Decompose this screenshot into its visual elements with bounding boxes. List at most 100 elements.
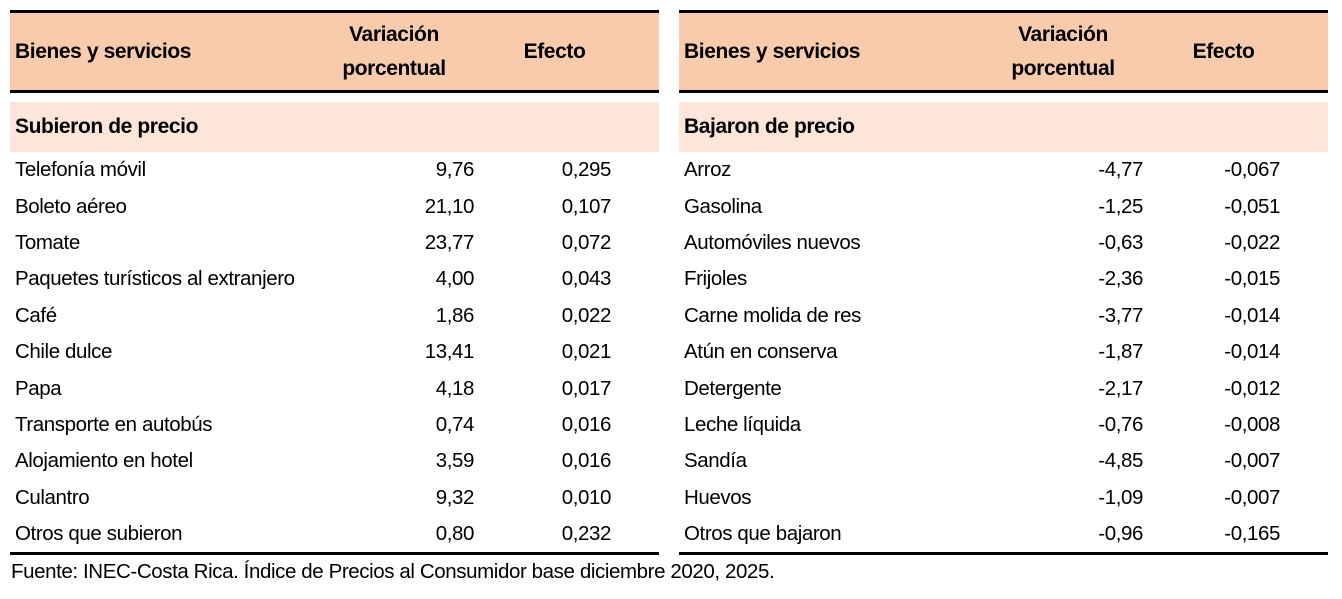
row-item-label: Arroz: [684, 158, 731, 182]
row-variation-value: 1,86: [435, 303, 475, 327]
table-row: Huevos -1,09 -0,007: [679, 480, 1328, 516]
table-row: Culantro 9,32 0,010: [10, 480, 659, 516]
table-row: Café 1,86 0,022: [10, 298, 659, 334]
row-variation-value: 23,77: [424, 230, 475, 254]
row-variation-value: -1,09: [1098, 485, 1143, 509]
col-header-bienes-y-servicios: Bienes y servicios: [15, 39, 192, 63]
section-title-subieron: Subieron de precio: [10, 102, 659, 152]
row-effect-value: 0,016: [561, 412, 612, 436]
row-effect-value: -0,008: [1224, 412, 1280, 436]
row-effect-value: -0,015: [1224, 267, 1280, 291]
row-effect-value: -0,007: [1224, 449, 1280, 473]
tables-container: Bienes y servicios Variación porcentual …: [10, 10, 1328, 556]
table-bajaron-de-precio: Bienes y servicios Variación porcentual …: [679, 10, 1328, 556]
table-row: Papa 4,18 0,017: [10, 370, 659, 406]
row-effect-value: 0,232: [561, 522, 612, 546]
table-row: Tomate 23,77 0,072: [10, 225, 659, 261]
row-variation-value: 9,76: [435, 158, 475, 182]
row-variation-value: -0,96: [1098, 522, 1143, 546]
row-variation-value: 21,10: [424, 194, 475, 218]
table-row: Paquetes turísticos al extranjero 4,00 0,0…: [10, 261, 659, 297]
table-header-row: Bienes y servicios Variación porcentual …: [10, 10, 659, 93]
row-item-label: Café: [15, 303, 57, 327]
row-effect-value: -0,014: [1224, 340, 1280, 364]
row-variation-value: -3,77: [1098, 303, 1143, 327]
row-effect-value: -0,014: [1224, 303, 1280, 327]
table-row: Alojamiento en hotel 3,59 0,016: [10, 443, 659, 479]
table-row: Detergente -2,17 -0,012: [679, 370, 1328, 406]
row-variation-value: 3,59: [435, 449, 475, 473]
row-variation-value: 4,00: [435, 267, 475, 291]
row-effect-value: 0,107: [561, 194, 612, 218]
row-item-label: Leche líquida: [684, 412, 801, 436]
row-variation-value: -2,17: [1098, 376, 1143, 400]
col-header-efecto: Efecto: [523, 39, 586, 63]
row-item-label: Automóviles nuevos: [684, 230, 861, 254]
section-title-bajaron: Bajaron de precio: [679, 102, 1328, 152]
row-item-label: Boleto aéreo: [15, 194, 127, 218]
row-item-label: Otros que subieron: [15, 522, 183, 546]
table-row: Otros que subieron 0,80 0,232: [10, 516, 659, 552]
row-variation-value: 13,41: [424, 340, 475, 364]
table-row: Telefonía móvil 9,76 0,295: [10, 152, 659, 188]
table-row: Atún en conserva -1,87 -0,014: [679, 334, 1328, 370]
row-effect-value: 0,022: [561, 303, 612, 327]
row-item-label: Huevos: [684, 485, 752, 509]
row-variation-value: -1,87: [1098, 340, 1143, 364]
row-effect-value: -0,022: [1224, 230, 1280, 254]
row-effect-value: -0,012: [1224, 376, 1280, 400]
col-header-variacion-porcentual: Variación porcentual: [342, 22, 446, 80]
table-body: Arroz -4,77 -0,067 Gasolina -1,25 -0,051 Autom…: [679, 152, 1328, 556]
row-effect-value: -0,165: [1224, 522, 1280, 546]
row-effect-value: 0,010: [561, 485, 612, 509]
row-item-label: Sandía: [684, 449, 747, 473]
row-effect-value: 0,021: [561, 340, 612, 364]
table-subieron-de-precio: Bienes y servicios Variación porcentual …: [10, 10, 659, 556]
table-row: Frijoles -2,36 -0,015: [679, 261, 1328, 297]
col-header-efecto: Efecto: [1192, 39, 1255, 63]
row-variation-value: -4,85: [1098, 449, 1143, 473]
table-row: Chile dulce 13,41 0,021: [10, 334, 659, 370]
table-row: Leche líquida -0,76 -0,008: [679, 407, 1328, 443]
row-item-label: Alojamiento en hotel: [15, 449, 193, 473]
row-item-label: Telefonía móvil: [15, 158, 146, 182]
row-item-label: Transporte en autobús: [15, 412, 213, 436]
row-effect-value: -0,007: [1224, 485, 1280, 509]
col-header-variacion-porcentual: Variación porcentual: [1011, 22, 1115, 80]
table-row: Arroz -4,77 -0,067: [679, 152, 1328, 188]
row-variation-value: -0,76: [1098, 412, 1143, 436]
row-effect-value: 0,043: [561, 267, 612, 291]
row-item-label: Paquetes turísticos al extranjero: [15, 267, 295, 291]
row-variation-value: -2,36: [1098, 267, 1143, 291]
row-effect-value: 0,017: [561, 376, 612, 400]
row-variation-value: 9,32: [435, 485, 475, 509]
row-item-label: Gasolina: [684, 194, 762, 218]
table-row: Otros que bajaron -0,96 -0,165: [679, 516, 1328, 552]
row-variation-value: -1,25: [1098, 194, 1143, 218]
col-header-bienes-y-servicios: Bienes y servicios: [684, 39, 861, 63]
table-header-row: Bienes y servicios Variación porcentual …: [679, 10, 1328, 93]
header-gap: [679, 93, 1328, 102]
row-item-label: Atún en conserva: [684, 340, 838, 364]
table-row: Boleto aéreo 21,10 0,107: [10, 188, 659, 224]
row-item-label: Papa: [15, 376, 62, 400]
row-effect-value: 0,295: [561, 158, 612, 182]
row-variation-value: 4,18: [435, 376, 475, 400]
table-row: Gasolina -1,25 -0,051: [679, 188, 1328, 224]
row-effect-value: -0,051: [1224, 194, 1280, 218]
table-row: Sandía -4,85 -0,007: [679, 443, 1328, 479]
row-item-label: Frijoles: [684, 267, 747, 291]
header-gap: [10, 93, 659, 102]
cpi-price-variation-page: Bienes y servicios Variación porcentual …: [10, 10, 1328, 583]
table-row: Carne molida de res -3,77 -0,014: [679, 298, 1328, 334]
row-variation-value: -4,77: [1098, 158, 1143, 182]
table-body: Telefonía móvil 9,76 0,295 Boleto aéreo 21,1…: [10, 152, 659, 556]
table-row: Automóviles nuevos -0,63 -0,022: [679, 225, 1328, 261]
row-item-label: Carne molida de res: [684, 303, 861, 327]
row-item-label: Tomate: [15, 230, 80, 254]
row-item-label: Chile dulce: [15, 340, 113, 364]
row-variation-value: 0,74: [435, 412, 475, 436]
table-row: Transporte en autobús 0,74 0,016: [10, 407, 659, 443]
row-effect-value: -0,067: [1224, 158, 1280, 182]
row-item-label: Culantro: [15, 485, 90, 509]
